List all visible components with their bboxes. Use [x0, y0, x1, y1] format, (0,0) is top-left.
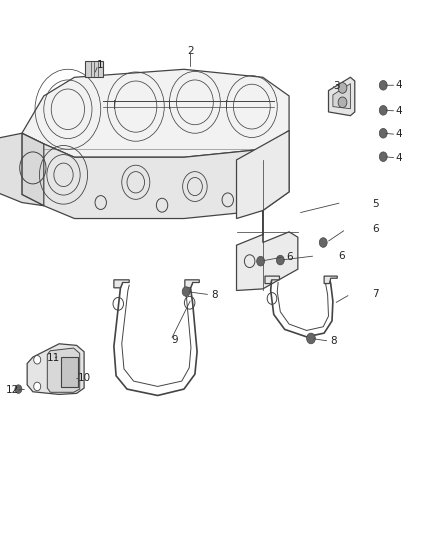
Polygon shape [47, 348, 80, 392]
Polygon shape [22, 69, 289, 157]
Polygon shape [324, 276, 337, 284]
Text: 10: 10 [78, 374, 91, 383]
Circle shape [379, 106, 387, 115]
Circle shape [379, 128, 387, 138]
FancyBboxPatch shape [85, 61, 103, 77]
FancyBboxPatch shape [61, 357, 78, 387]
Text: 9: 9 [171, 335, 178, 345]
Circle shape [34, 382, 41, 391]
Text: 2: 2 [187, 46, 194, 55]
Circle shape [307, 333, 315, 344]
Circle shape [338, 97, 347, 108]
Circle shape [15, 385, 22, 393]
Circle shape [379, 152, 387, 161]
Circle shape [182, 287, 190, 296]
Circle shape [319, 238, 327, 247]
Circle shape [257, 256, 265, 266]
Circle shape [276, 255, 284, 265]
Circle shape [338, 83, 347, 93]
Text: 8: 8 [330, 336, 337, 346]
Text: 4: 4 [395, 106, 402, 116]
Text: 11: 11 [47, 353, 60, 363]
Text: 1: 1 [96, 60, 103, 70]
Polygon shape [22, 131, 289, 219]
Text: 12: 12 [6, 385, 19, 395]
Circle shape [34, 356, 41, 364]
Text: 7: 7 [372, 289, 379, 299]
Polygon shape [0, 133, 44, 206]
Polygon shape [22, 133, 44, 206]
Polygon shape [114, 280, 129, 288]
Text: 5: 5 [372, 199, 379, 208]
Text: 4: 4 [395, 153, 402, 163]
Polygon shape [328, 77, 355, 116]
Text: 4: 4 [395, 80, 402, 90]
Text: 6: 6 [372, 224, 379, 234]
Polygon shape [237, 131, 298, 290]
Polygon shape [265, 276, 279, 284]
Polygon shape [333, 84, 350, 109]
Text: 6: 6 [286, 252, 293, 262]
Text: 4: 4 [395, 130, 402, 139]
Polygon shape [185, 280, 199, 288]
Circle shape [379, 80, 387, 90]
Polygon shape [27, 344, 84, 394]
Text: 3: 3 [333, 82, 340, 91]
Text: 6: 6 [338, 251, 345, 261]
Text: 8: 8 [211, 290, 218, 300]
